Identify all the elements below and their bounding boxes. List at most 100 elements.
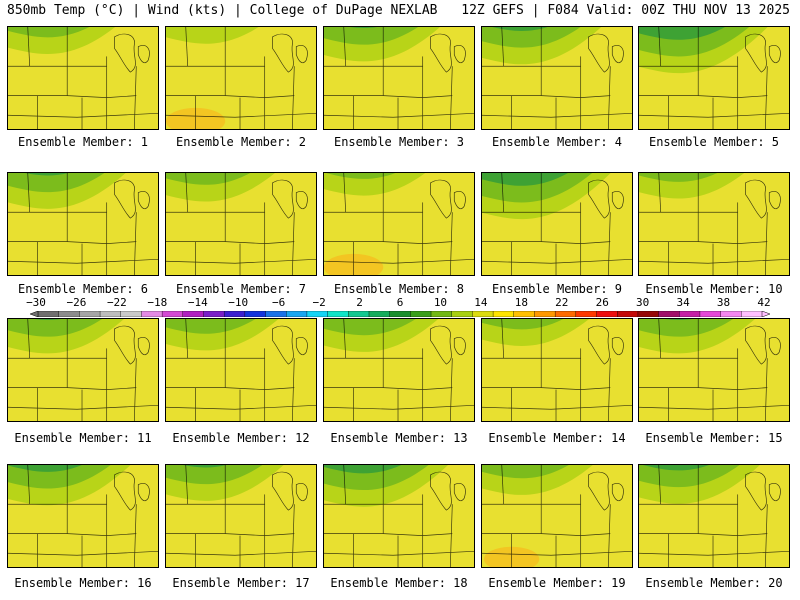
colorbar-swatch [534,311,556,317]
ensemble-map-8 [323,172,475,276]
temperature-field [482,465,632,567]
colorbar-tick-label: 18 [514,296,528,309]
colorbar-tick-label: −2 [312,296,326,309]
colorbar-tick-label: −14 [187,296,208,309]
ensemble-label-10: Ensemble Member: 10 [645,282,783,296]
temperature-field [8,465,158,567]
colorbar-swatch [617,311,639,317]
colorbar-swatch [182,311,205,317]
ensemble-map-18 [323,464,475,568]
temperature-field [324,27,474,129]
ensemble-map-5 [638,26,790,130]
colorbar-swatch [658,311,680,317]
colorbar-swatch [37,311,60,317]
colorbar-swatch [327,311,349,317]
ensemble-map-13 [323,318,475,422]
colorbar-tick-label: −30 [26,296,46,309]
ensemble-map-4 [481,26,633,130]
temperature-field [482,27,632,129]
ensemble-map-12 [165,318,317,422]
header-title: 850mb Temp (°C) | Wind (kts) | College o… [7,3,438,18]
colorbar-swatch [265,311,287,317]
temperature-field [8,173,158,275]
temperature-field [324,173,474,275]
ensemble-map-9 [481,172,633,276]
ensemble-map-10 [638,172,790,276]
ensemble-map-15 [638,318,790,422]
ensemble-label-12: Ensemble Member: 12 [172,431,310,445]
ensemble-map-1 [7,26,159,130]
ensemble-label-17: Ensemble Member: 17 [172,576,310,590]
ensemble-label-9: Ensemble Member: 9 [491,282,623,296]
ensemble-label-11: Ensemble Member: 11 [14,431,152,445]
colorbar-swatch [699,311,722,317]
ensemble-map-11 [7,318,159,422]
colorbar-swatch [637,311,660,317]
ensemble-label-2: Ensemble Member: 2 [175,135,307,149]
colorbar-tick-label: 38 [716,296,731,309]
temperature-field [324,465,474,567]
ensemble-label-8: Ensemble Member: 8 [333,282,465,296]
ensemble-label-7: Ensemble Member: 7 [175,282,307,296]
colorbar-swatch [596,311,618,317]
temperature-field [166,27,316,129]
colorbar-tick-label: −10 [228,296,249,309]
ensemble-label-6: Ensemble Member: 6 [17,282,149,296]
colorbar-tick-label: 6 [396,296,404,309]
colorbar-tick-label: 22 [555,296,569,309]
colorbar-tick-label: −6 [272,296,286,309]
colorbar-swatch [430,311,453,317]
colorbar-swatch [472,311,494,317]
colorbar-swatch [99,311,122,317]
colorbar-swatch [554,311,577,317]
colorbar-swatch [306,311,329,317]
colorbar-tick-label: 10 [433,296,448,309]
colorbar-swatch [120,311,143,317]
ensemble-label-5: Ensemble Member: 5 [648,135,780,149]
ensemble-map-17 [165,464,317,568]
temperature-field [166,465,316,567]
colorbar-swatch [513,311,536,317]
colorbar-swatch [79,311,101,317]
colorbar-tick-label: 26 [595,296,609,309]
colorbar-swatch [575,311,598,317]
ensemble-label-16: Ensemble Member: 16 [14,576,152,590]
colorbar-swatch [389,311,412,317]
ensemble-map-20 [638,464,790,568]
ensemble-label-19: Ensemble Member: 19 [488,576,626,590]
colorbar-swatch [492,311,515,317]
colorbar-swatch [741,311,763,317]
ensemble-label-4: Ensemble Member: 4 [491,135,623,149]
ensemble-map-2 [165,26,317,130]
colorbar-swatch [410,311,432,317]
colorbar-swatch [223,311,246,317]
colorbar-swatch [368,311,391,317]
temperature-field [166,173,316,275]
ensemble-map-7 [165,172,317,276]
colorbar-swatch [244,311,267,317]
colorbar-tick-label: −26 [66,296,87,309]
ensemble-label-1: Ensemble Member: 1 [17,135,149,149]
colorbar-tick-label: 34 [676,296,690,309]
ensemble-label-15: Ensemble Member: 15 [645,431,783,445]
colorbar-swatch [720,311,743,317]
ensemble-map-16 [7,464,159,568]
colorbar-swatch [161,311,184,317]
ensemble-label-14: Ensemble Member: 14 [488,431,626,445]
temperature-field [324,319,474,421]
ensemble-label-18: Ensemble Member: 18 [330,576,468,590]
temperature-field [639,173,789,275]
temperature-field [8,319,158,421]
temperature-field [482,319,632,421]
colorbar-tick-label: 2 [356,296,363,309]
ensemble-map-14 [481,318,633,422]
colorbar [30,311,770,317]
temperature-field [639,27,789,129]
colorbar-tick-label: −18 [147,296,168,309]
colorbar-swatch [348,311,370,317]
colorbar-tick-label: 14 [474,296,488,309]
colorbar-swatch [203,311,225,317]
ensemble-label-13: Ensemble Member: 13 [330,431,468,445]
temperature-field [482,173,632,275]
temperature-field [166,319,316,421]
